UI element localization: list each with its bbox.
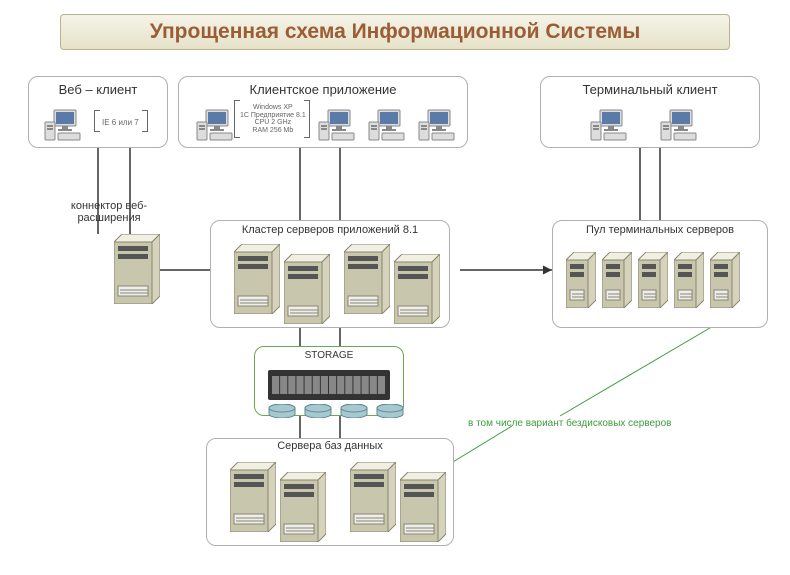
db-label: Сервера баз данных [206,440,454,452]
edge-app_cluster-storage [300,328,340,346]
disk-icon [268,404,296,423]
server-icon [710,252,740,308]
diagram-canvas: Упрощенная схема Информационной Системы … [0,0,790,575]
bracket-icon [304,100,310,138]
edge-term_client-term_pool [640,148,660,220]
server-icon [566,252,596,308]
client-spec-text: Windows XP1С Предприятие 8.1CPU 2 GHzRAM… [240,104,306,135]
pc-icon [418,108,456,142]
server-icon [344,244,390,314]
terminal-pool-label: Пул терминальных серверов [556,224,764,236]
server-icon [394,254,440,324]
server-icon [284,254,330,324]
pc-icon [318,108,356,142]
pc-icon [196,108,234,142]
diskless-annotation: в том числе вариант бездисковых серверов [468,418,672,429]
client-app-label: Клиентское приложение [178,82,468,97]
bracket-icon [234,100,240,138]
terminal-client-label: Терминальный клиент [540,82,760,97]
bracket-icon [142,110,148,132]
server-icon [602,252,632,308]
server-icon [230,462,276,532]
server-icon [280,472,326,542]
storage-label: STORAGE [254,350,404,361]
web-ext-label: коннектор веб-расширения [54,200,164,224]
edge-client_app-app_cluster [300,148,340,220]
disk-icon [340,404,368,423]
server-icon [114,234,160,304]
app-cluster-label: Кластер серверов приложений 8.1 [214,224,446,236]
pc-icon [368,108,406,142]
bracket-icon [94,110,100,132]
pc-icon [590,108,628,142]
server-icon [400,472,446,542]
web-client-label: Веб – клиент [28,82,168,97]
title-text: Упрощенная схема Информационной Системы [150,20,641,44]
server-icon [234,244,280,314]
server-icon [674,252,704,308]
pc-icon [44,108,82,142]
pc-icon [660,108,698,142]
server-icon [638,252,668,308]
ie-version-label: IE 6 или 7 [102,118,139,127]
disk-icon [304,404,332,423]
diagram-title: Упрощенная схема Информационной Системы [60,14,730,50]
storage-icon [268,370,390,405]
edge-annotation-term_pool [560,322,720,416]
server-icon [350,462,396,532]
disk-icon [376,404,404,423]
